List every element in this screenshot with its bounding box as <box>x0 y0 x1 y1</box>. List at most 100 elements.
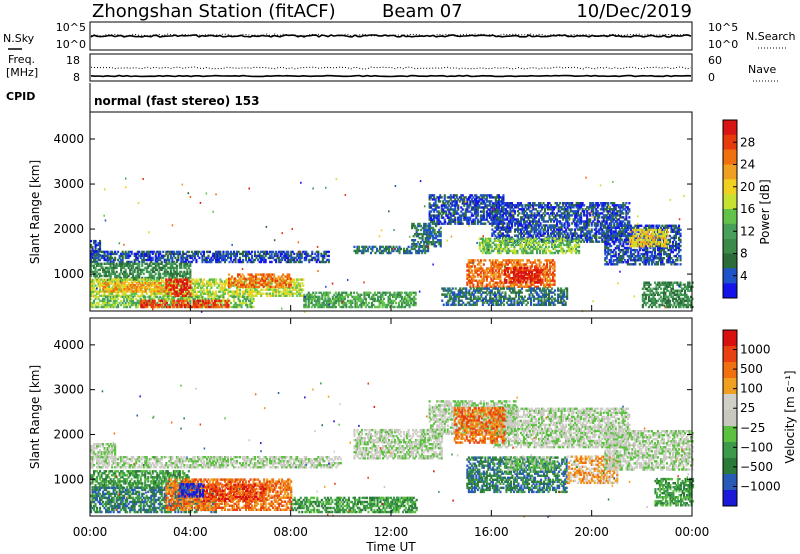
heatmap-cell <box>118 278 121 281</box>
heatmap-cell <box>159 276 162 280</box>
heatmap-cell <box>223 292 226 295</box>
heatmap-cell <box>93 241 96 245</box>
heatmap-cell <box>249 295 252 299</box>
heatmap-cell <box>307 299 310 303</box>
heatmap-cell <box>114 301 117 305</box>
heatmap-cell <box>463 216 466 219</box>
heatmap-cell <box>214 254 217 258</box>
heatmap-cell <box>159 252 162 256</box>
heatmap-cell <box>115 278 118 281</box>
heatmap-cell <box>133 260 136 264</box>
heatmap-cell <box>189 272 192 276</box>
heatmap-cell <box>239 252 242 256</box>
heatmap-cell <box>285 290 288 293</box>
heatmap-cell <box>236 294 239 297</box>
heatmap-cell <box>324 260 327 264</box>
heatmap-cell <box>228 281 231 284</box>
heatmap-cell <box>495 210 498 213</box>
heatmap-cell <box>258 290 261 293</box>
heatmap-cell <box>115 270 118 274</box>
heatmap-cell <box>119 286 122 289</box>
heatmap-cell <box>372 245 375 249</box>
heatmap-cell <box>288 273 291 276</box>
heatmap-cell <box>190 292 193 295</box>
heatmap-cell <box>305 254 308 258</box>
heatmap-cell <box>135 258 138 262</box>
heatmap-cell <box>500 232 503 235</box>
heatmap-cell <box>325 301 328 305</box>
heatmap-cell <box>460 214 463 217</box>
heatmap-cell <box>506 202 509 205</box>
heatmap-cell <box>159 284 162 287</box>
heatmap-cell <box>129 268 132 272</box>
heatmap-cell <box>264 283 267 286</box>
heatmap-cell <box>275 250 278 254</box>
heatmap-cell <box>460 218 463 221</box>
heatmap-cell <box>355 305 358 309</box>
heatmap-cell <box>427 241 430 244</box>
heatmap-cell <box>497 204 500 207</box>
heatmap-cell <box>360 297 363 301</box>
heatmap-cell <box>473 194 476 197</box>
heatmap-cell <box>118 272 121 276</box>
heatmap-cell <box>171 284 174 287</box>
heatmap-cell <box>126 272 129 276</box>
heatmap-cell <box>348 301 351 305</box>
heatmap-cell <box>463 202 466 205</box>
heatmap-cell <box>278 250 281 254</box>
heatmap-cell <box>410 293 413 297</box>
heatmap-cell <box>97 301 100 305</box>
heatmap-cell <box>253 275 256 278</box>
heatmap-cell <box>355 301 358 305</box>
heatmap-cell <box>420 232 423 236</box>
heatmap-cell <box>473 204 476 207</box>
heatmap-cell <box>124 270 127 274</box>
heatmap-cell <box>102 305 105 309</box>
heatmap-cell <box>389 251 392 255</box>
heatmap-cell <box>133 258 136 262</box>
heatmap-cell <box>409 249 412 253</box>
heatmap-cell <box>299 292 302 295</box>
heatmap-cell <box>114 280 117 283</box>
heatmap-cell <box>365 249 368 253</box>
heatmap-cell <box>383 247 386 251</box>
heatmap-cell <box>111 292 114 295</box>
heatmap-cell <box>485 210 488 213</box>
heatmap-cell <box>340 291 343 294</box>
heatmap-cell <box>407 299 410 303</box>
heatmap-cell <box>94 245 97 249</box>
heatmap-cell <box>218 305 221 309</box>
heatmap-cell <box>154 266 157 270</box>
heatmap-cell <box>102 301 105 305</box>
heatmap-cell <box>93 299 96 303</box>
heatmap-cell <box>102 290 105 293</box>
heatmap-cell <box>428 204 431 207</box>
heatmap-cell <box>316 303 319 307</box>
heatmap-cell <box>130 301 133 305</box>
heatmap-cell <box>180 297 183 301</box>
heatmap-cell <box>222 286 225 289</box>
heatmap-cell <box>155 286 158 289</box>
heatmap-cell <box>497 234 500 237</box>
heatmap-cell <box>90 256 93 260</box>
heatmap-cell <box>192 303 195 307</box>
heatmap-cell <box>434 216 437 219</box>
heatmap-cell <box>177 252 180 256</box>
heatmap-cell <box>421 249 424 253</box>
heatmap-cell <box>117 278 120 281</box>
heatmap-cell <box>388 251 391 255</box>
heatmap-cell <box>157 256 160 260</box>
heatmap-cell <box>346 295 349 299</box>
heatmap-cell <box>427 236 430 240</box>
heatmap-cell <box>500 220 503 223</box>
heatmap-cell <box>494 204 497 207</box>
heatmap-cell <box>463 200 466 203</box>
heatmap-cell <box>360 303 363 307</box>
heatmap-cell <box>93 270 96 274</box>
heatmap-cell <box>106 254 109 258</box>
heatmap-cell <box>123 305 126 309</box>
heatmap-cell <box>124 262 127 265</box>
heatmap-cell <box>102 278 105 281</box>
heatmap-cell <box>144 278 147 282</box>
heatmap-cell <box>291 294 294 297</box>
